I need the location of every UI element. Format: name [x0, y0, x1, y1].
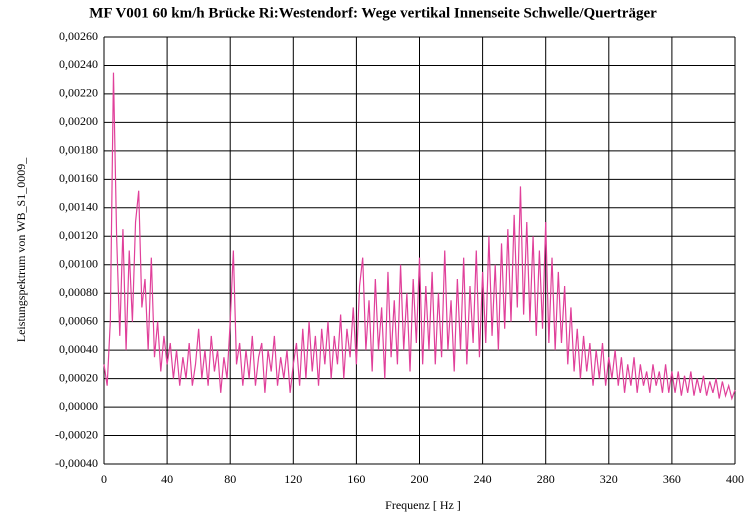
y-tick-label: 0,00220: [59, 86, 98, 100]
y-tick-label: -0,00040: [55, 456, 98, 470]
x-tick-label: 0: [101, 472, 107, 486]
y-tick-label: 0,00060: [59, 313, 98, 327]
y-tick-label: 0,00160: [59, 171, 98, 185]
x-tick-label: 160: [347, 472, 365, 486]
chart-title: MF V001 60 km/h Brücke Ri:Westendorf: We…: [89, 5, 657, 21]
x-tick-label: 240: [474, 472, 492, 486]
y-tick-label: 0,00100: [59, 256, 98, 270]
x-tick-label: 120: [284, 472, 302, 486]
spectrum-line: [103, 72, 736, 401]
x-tick-label: 200: [411, 472, 429, 486]
y-tick-label: 0,00000: [59, 399, 98, 413]
y-tick-label: 0,00200: [59, 114, 98, 128]
x-tick-label: 360: [663, 472, 681, 486]
y-tick-label: -0,00020: [55, 427, 98, 441]
y-tick-label: 0,00080: [59, 285, 98, 299]
x-tick-label: 280: [537, 472, 555, 486]
x-tick-label: 80: [224, 472, 236, 486]
x-tick-label: 320: [600, 472, 618, 486]
x-tick-label: 400: [726, 472, 744, 486]
y-tick-label: 0,00260: [59, 29, 98, 43]
y-tick-label: 0,00140: [59, 200, 98, 214]
x-tick-label: 40: [161, 472, 173, 486]
y-tick-label: 0,00180: [59, 143, 98, 157]
y-tick-label: 0,00020: [59, 370, 98, 384]
y-tick-label: 0,00040: [59, 342, 98, 356]
y-tick-label: 0,00120: [59, 228, 98, 242]
y-axis-label: Leistungspektrum von WB_S1_0009_: [14, 157, 28, 342]
x-axis-label: Frequenz [ Hz ]: [385, 498, 461, 512]
y-tick-label: 0,00240: [59, 57, 98, 71]
